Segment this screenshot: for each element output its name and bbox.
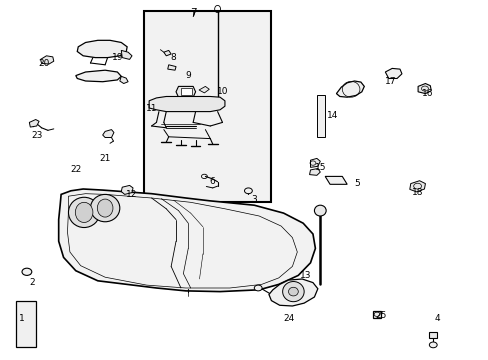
Text: 9: 9 [185,71,191,80]
Polygon shape [76,70,121,82]
Text: 22: 22 [70,165,81,174]
Polygon shape [176,86,195,97]
Text: 20: 20 [38,58,50,68]
Bar [144,11,271,202]
Bar [372,311,381,318]
Circle shape [254,285,262,291]
Text: 19: 19 [111,53,123,62]
Text: 7: 7 [189,8,196,18]
Ellipse shape [314,205,325,216]
Polygon shape [199,86,209,93]
Text: 15: 15 [314,163,325,172]
Polygon shape [41,56,54,64]
Text: 21: 21 [99,154,111,163]
Polygon shape [417,84,430,94]
Text: 7: 7 [190,10,196,19]
Polygon shape [409,181,425,192]
Text: 25: 25 [375,310,386,320]
Text: 2: 2 [29,278,35,287]
Text: 16: 16 [421,89,433,98]
Polygon shape [325,176,346,184]
Polygon shape [310,158,320,167]
Text: 23: 23 [31,130,42,139]
Circle shape [22,268,32,275]
Polygon shape [59,189,315,292]
Text: 8: 8 [170,53,176,62]
Ellipse shape [282,282,304,302]
Text: 24: 24 [282,314,294,323]
Polygon shape [77,40,127,58]
Text: 10: 10 [216,87,228,96]
Circle shape [428,342,436,348]
Bar [16,301,36,347]
Polygon shape [102,130,114,138]
Text: 14: 14 [326,111,338,120]
Polygon shape [268,279,317,306]
Polygon shape [29,120,39,127]
Ellipse shape [288,287,298,296]
Polygon shape [121,50,132,59]
Text: 1: 1 [19,314,25,323]
Ellipse shape [75,202,93,222]
Text: 3: 3 [251,195,257,204]
Text: 13: 13 [299,271,311,280]
Bar [181,88,191,95]
Text: 4: 4 [434,314,440,323]
Text: 17: 17 [385,77,396,85]
Ellipse shape [90,194,120,222]
Polygon shape [120,76,128,84]
Polygon shape [336,81,364,97]
Text: 11: 11 [145,104,157,112]
Text: 18: 18 [411,188,423,197]
Polygon shape [163,50,171,56]
Circle shape [244,188,252,194]
Polygon shape [167,65,176,70]
Text: 5: 5 [353,179,359,188]
Bar [428,332,436,338]
Text: 12: 12 [126,190,138,199]
Ellipse shape [97,199,113,217]
Ellipse shape [68,197,100,228]
Polygon shape [149,96,224,112]
Polygon shape [385,68,401,78]
Bar [316,95,324,137]
Polygon shape [121,185,133,194]
Text: 6: 6 [209,177,215,186]
Polygon shape [309,168,320,175]
